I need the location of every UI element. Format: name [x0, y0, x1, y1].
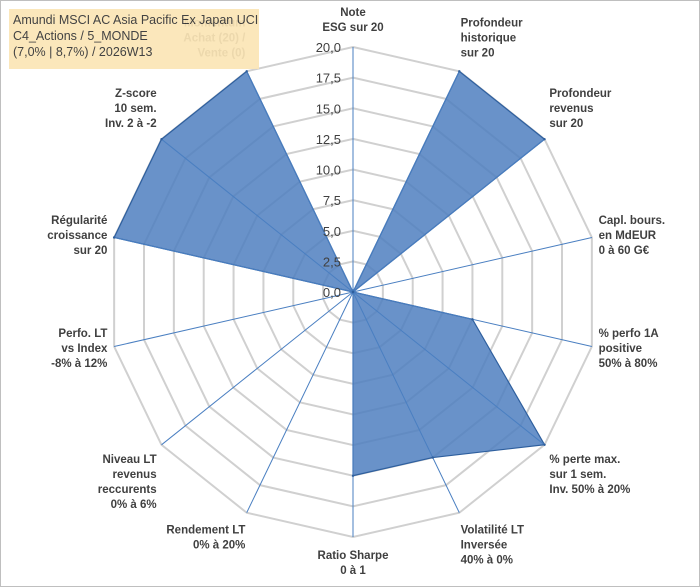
data-point: [543, 443, 546, 446]
axis-spoke: [113, 237, 354, 293]
axis-label-line: Régularité: [51, 215, 107, 227]
axis-label-line: historique: [461, 32, 517, 44]
axis-label-line: Inversée: [461, 540, 508, 552]
axis-label: Régularité croissance sur 20: [47, 215, 107, 257]
axis-label: Perfo. LT vs Index -8% à 12%: [51, 328, 108, 370]
axis-label-line: Niveau LT: [102, 454, 156, 466]
tick-label: 20,0: [316, 40, 341, 55]
axis-label: Volatilité LT Inversée 40% à 0%: [461, 525, 524, 567]
axis-label-line: 0 à 60 G€: [599, 245, 650, 257]
axis-spoke: [352, 291, 545, 446]
axis-label-line: revenus: [112, 469, 156, 481]
data-point: [471, 318, 474, 321]
chart-title-category: C4_Actions / 5_MONDE: [13, 29, 148, 43]
tick-label: 5,0: [323, 224, 341, 239]
tick-label: 15,0: [316, 101, 341, 116]
axis-label-line: Profondeur: [549, 88, 611, 100]
tick-label: 0,0: [323, 285, 341, 300]
axis-label-line: Capl. bours.: [599, 215, 665, 227]
chart-title-perf-week: (7,0% | 8,7%) / 2026W13: [13, 45, 153, 59]
axis-label: Ratio Sharpe 0 à 1: [318, 550, 389, 577]
axis-label-line: Inv. 2 à -2: [105, 118, 157, 130]
axis-label-line: ESG sur 20: [322, 22, 383, 34]
chart-title-fund: Amundi MSCI AC Asia Pacific Ex Japan UCI: [13, 13, 259, 27]
axis-label-line: Note: [340, 7, 366, 19]
data-point: [351, 474, 355, 477]
axis-label-line: 0 à 1: [340, 565, 366, 577]
axis-label-line: sur 20: [74, 245, 108, 257]
data-point: [112, 236, 116, 239]
axis-label-line: Z-score: [115, 88, 157, 100]
data-point: [431, 456, 434, 459]
axis-label: % perfo 1A positive 50% à 80%: [599, 328, 659, 370]
axis-label-line: en MdEUR: [599, 230, 657, 242]
axis-label-line: positive: [599, 343, 642, 355]
axis-label: Note ESG sur 20: [322, 7, 383, 34]
axis-spoke: [352, 291, 460, 513]
tick-label: 17,5: [316, 71, 341, 86]
axis-label-line: 10 sem.: [114, 103, 156, 115]
tick-label: 2,5: [323, 254, 341, 269]
axis-label: Rendement LT 0% à 20%: [166, 525, 245, 552]
data-point: [351, 290, 355, 294]
axis-label: Z-score 10 sem. Inv. 2 à -2: [105, 88, 157, 130]
axis-label-line: Profondeur: [461, 17, 523, 29]
axis-label-line: % perte max.: [549, 454, 620, 466]
axis-label: Profondeur revenus sur 20: [549, 88, 611, 130]
data-point: [458, 70, 461, 73]
axis-spoke: [161, 291, 354, 446]
axis-label-line: sur 1 sem.: [549, 469, 606, 481]
axis-spoke: [246, 291, 354, 513]
axis-label-line: % perfo 1A: [599, 328, 659, 340]
tick-label: 10,0: [316, 163, 341, 178]
axis-label-line: 50% à 80%: [599, 358, 658, 370]
axis-label: Capl. bours. en MdEUR 0 à 60 G€: [599, 215, 665, 257]
axis-spoke: [352, 237, 593, 293]
axis-label-line: croissance: [47, 230, 107, 242]
axis-label-line: Inv. 50% à 20%: [549, 484, 630, 496]
axis-label-line: -8% à 12%: [51, 358, 107, 370]
tick-label: 7,5: [323, 193, 341, 208]
data-point: [160, 138, 163, 141]
axis-label-line: Perfo. LT: [58, 328, 107, 340]
axis-label: Niveau LT revenus reccurents 0% à 6%: [98, 454, 157, 511]
axis-label-line: 0% à 6%: [111, 499, 157, 511]
axis-label-line: revenus: [549, 103, 593, 115]
axis-label-line: sur 20: [461, 47, 495, 59]
axis-spoke: [161, 138, 354, 293]
chart-title-box: Amundi MSCI AC Asia Pacific Ex Japan UCI…: [9, 9, 259, 69]
axis-label-line: sur 20: [549, 118, 583, 130]
axis-label-line: Ratio Sharpe: [318, 550, 389, 562]
axis-label-line: reccurents: [98, 484, 157, 496]
tick-label: 12,5: [316, 132, 341, 147]
axis-label-line: Volatilité LT: [461, 525, 524, 537]
axis-label: % perte max. sur 1 sem. Inv. 50% à 20%: [549, 454, 630, 496]
axis-spoke: [113, 291, 354, 347]
axis-label-line: Rendement LT: [166, 525, 245, 537]
axis-spoke: [352, 138, 545, 293]
data-point: [245, 70, 248, 73]
axis-spoke: [246, 71, 354, 293]
axis-label: Profondeur historique sur 20: [461, 17, 523, 59]
data-point: [543, 138, 546, 141]
axis-label-line: 0% à 20%: [193, 540, 245, 552]
axis-label-line: vs Index: [61, 343, 108, 355]
axis-spoke: [352, 71, 460, 293]
axis-label-line: 40% à 0%: [461, 555, 513, 567]
